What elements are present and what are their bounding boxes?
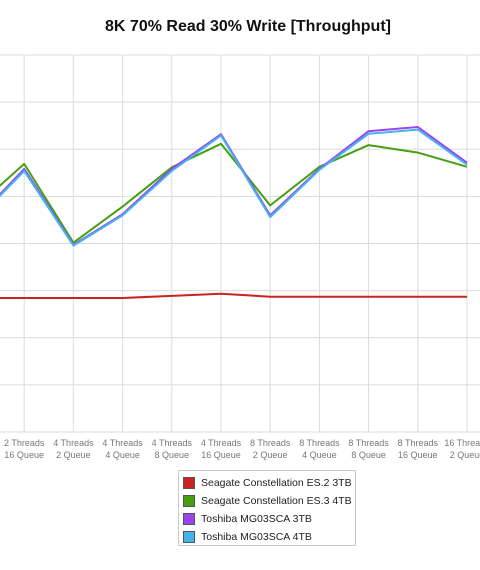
legend-swatch — [183, 495, 195, 507]
gridlines — [0, 54, 480, 433]
x-tick-label: 8 Threads 4 Queue — [299, 438, 340, 460]
legend-label: Toshiba MG03SCA 4TB — [201, 531, 312, 543]
x-tick-label: 8 Threads 16 Queue — [398, 438, 439, 460]
legend-label: Toshiba MG03SCA 3TB — [201, 513, 312, 525]
x-tick-label: 8 Threads 2 Queue — [250, 438, 291, 460]
series-line-3 — [0, 126, 468, 246]
legend: Seagate Constellation ES.2 3TB Seagate Co… — [178, 470, 356, 546]
series-line-4 — [0, 128, 468, 247]
chart-title: 8K 70% Read 30% Write [Throughput] — [105, 18, 391, 35]
legend-swatch — [183, 531, 195, 543]
series-line-1 — [0, 292, 467, 299]
x-tick-label: 4 Threads 4 Queue — [102, 438, 143, 460]
legend-label: Seagate Constellation ES.2 3TB — [201, 477, 352, 489]
series-line-2 — [0, 142, 468, 244]
legend-swatch — [183, 477, 195, 489]
x-tick-label: 2 Threads 16 Queue — [4, 438, 45, 460]
legend-item: Toshiba MG03SCA 4TB — [183, 528, 351, 546]
x-tick-label: 8 Threads 8 Queue — [348, 438, 389, 460]
legend-swatch — [183, 513, 195, 525]
legend-label: Seagate Constellation ES.3 4TB — [201, 495, 352, 507]
legend-item: Seagate Constellation ES.3 4TB — [183, 492, 352, 510]
x-tick-label: 4 Threads 16 Queue — [201, 438, 242, 460]
x-tick-label: 4 Threads 2 Queue — [53, 438, 94, 460]
x-tick-label: 4 Threads 8 Queue — [152, 438, 193, 460]
legend-item: Seagate Constellation ES.2 3TB — [183, 474, 352, 492]
legend-item: Toshiba MG03SCA 3TB — [183, 510, 351, 528]
series-lines — [0, 126, 468, 299]
